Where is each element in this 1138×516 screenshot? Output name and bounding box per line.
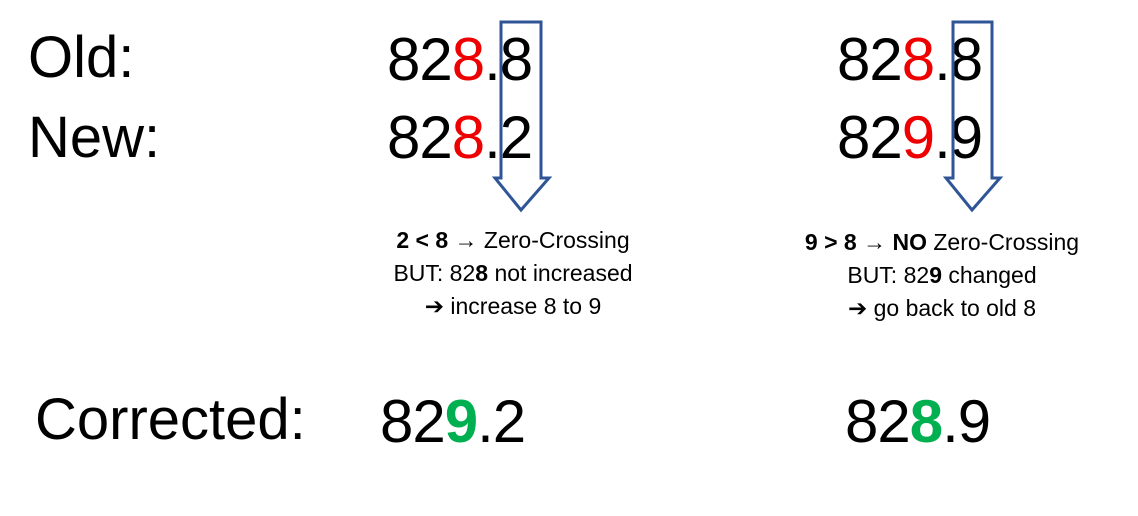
suffix: .8	[934, 26, 983, 93]
prefix: 82	[845, 388, 911, 455]
arrow-right-icon: →	[454, 227, 478, 253]
changed-digit: 8	[451, 104, 485, 171]
left-down-arrow-icon	[491, 20, 553, 213]
prefix: 82	[387, 104, 453, 171]
text: Zero-Crossing	[477, 227, 630, 253]
left-note-line3: ➔ increase 8 to 9	[303, 290, 723, 323]
text: changed	[941, 262, 1037, 288]
left-note: 2 < 8 → Zero-Crossing BUT: 828 not incre…	[303, 224, 723, 323]
left-old-value: 828.8	[387, 30, 533, 90]
prefix: 82	[837, 26, 903, 93]
suffix: .9	[934, 104, 983, 171]
left-note-line1: 2 < 8 → Zero-Crossing	[303, 224, 723, 257]
text: BUT: 82	[393, 260, 476, 286]
right-note: 9 > 8 → NO Zero-Crossing BUT: 829 change…	[732, 226, 1138, 325]
prefix: 82	[380, 388, 446, 455]
corrected-digit: 9	[444, 388, 478, 455]
heavy-arrow-right-icon: ➔	[424, 293, 444, 319]
suffix: .9	[942, 388, 991, 455]
left-new-value: 828.2	[387, 108, 533, 168]
heavy-arrow-right-icon: ➔	[847, 295, 868, 321]
comparison: 9 > 8	[804, 229, 857, 255]
text: BUT: 82	[847, 262, 930, 288]
text: increase 8 to 9	[444, 293, 602, 319]
right-corrected-value: 828.9	[845, 392, 991, 452]
no-emphasis: NO	[892, 229, 927, 255]
prefix: 82	[387, 26, 453, 93]
left-corrected-value: 829.2	[380, 392, 526, 452]
bold-digit: 8	[475, 260, 489, 286]
suffix: .2	[477, 388, 526, 455]
arrow-right-icon: →	[863, 229, 887, 255]
prefix: 82	[837, 104, 903, 171]
right-down-arrow-icon	[942, 20, 1004, 213]
old-label: Old:	[28, 25, 135, 90]
right-new-value: 829.9	[837, 108, 983, 168]
text: Zero-Crossing	[926, 229, 1080, 255]
text: not increased	[488, 260, 633, 286]
left-note-line2: BUT: 828 not increased	[303, 257, 723, 290]
right-note-line2: BUT: 829 changed	[732, 259, 1138, 292]
right-note-line3: ➔ go back to old 8	[732, 292, 1138, 325]
bold-digit: 9	[929, 262, 942, 288]
comparison: 2 < 8	[396, 227, 449, 253]
suffix: .2	[484, 104, 533, 171]
corrected-label: Corrected:	[35, 387, 306, 452]
right-old-value: 828.8	[837, 30, 983, 90]
suffix: .8	[484, 26, 533, 93]
changed-digit: 9	[901, 104, 935, 171]
corrected-digit: 8	[909, 388, 943, 455]
text: go back to old 8	[867, 295, 1037, 321]
new-label: New:	[28, 105, 161, 170]
right-note-line1: 9 > 8 → NO Zero-Crossing	[732, 226, 1138, 259]
changed-digit: 8	[451, 26, 485, 93]
changed-digit: 8	[901, 26, 935, 93]
